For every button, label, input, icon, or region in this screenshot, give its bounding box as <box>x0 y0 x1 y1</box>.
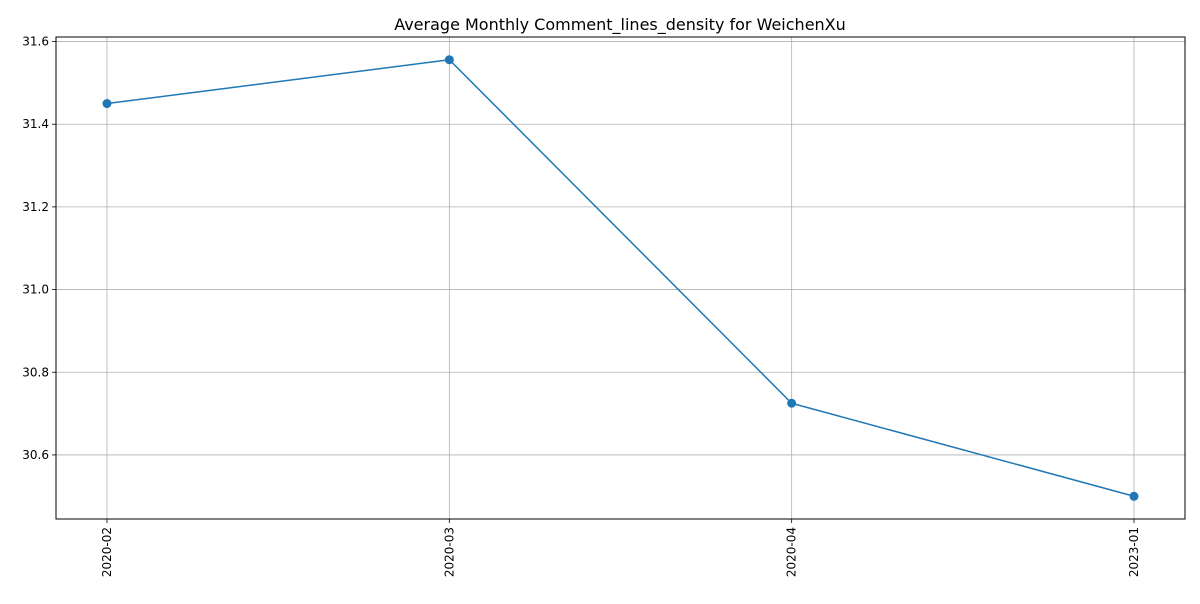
chart-title: Average Monthly Comment_lines_density fo… <box>394 15 846 35</box>
x-tick-label: 2020-04 <box>785 527 799 577</box>
x-tick-label: 2023-01 <box>1127 527 1141 577</box>
y-tick-label: 30.6 <box>22 448 49 462</box>
tick-layer: 2020-02 2020-03 2020-04 2023-01 30.6 30.8 31.0… <box>22 35 1141 578</box>
y-tick-label: 30.8 <box>22 365 49 379</box>
series-line <box>106 58 1135 497</box>
y-tick-label: 31.0 <box>22 283 49 297</box>
y-tick-label: 31.6 <box>22 35 49 49</box>
y-tick-label: 31.4 <box>22 117 49 131</box>
series-layer <box>102 55 1139 501</box>
y-tick-label: 31.2 <box>22 200 49 214</box>
plot-frame <box>55 36 1186 520</box>
grid-lines <box>56 37 1185 519</box>
x-tick-label: 2020-02 <box>100 527 114 577</box>
data-point-marker <box>787 398 797 408</box>
data-point-marker <box>444 55 454 65</box>
data-point-marker <box>1129 491 1139 501</box>
x-tick-label: 2020-03 <box>442 527 456 577</box>
data-point-marker <box>102 99 112 109</box>
